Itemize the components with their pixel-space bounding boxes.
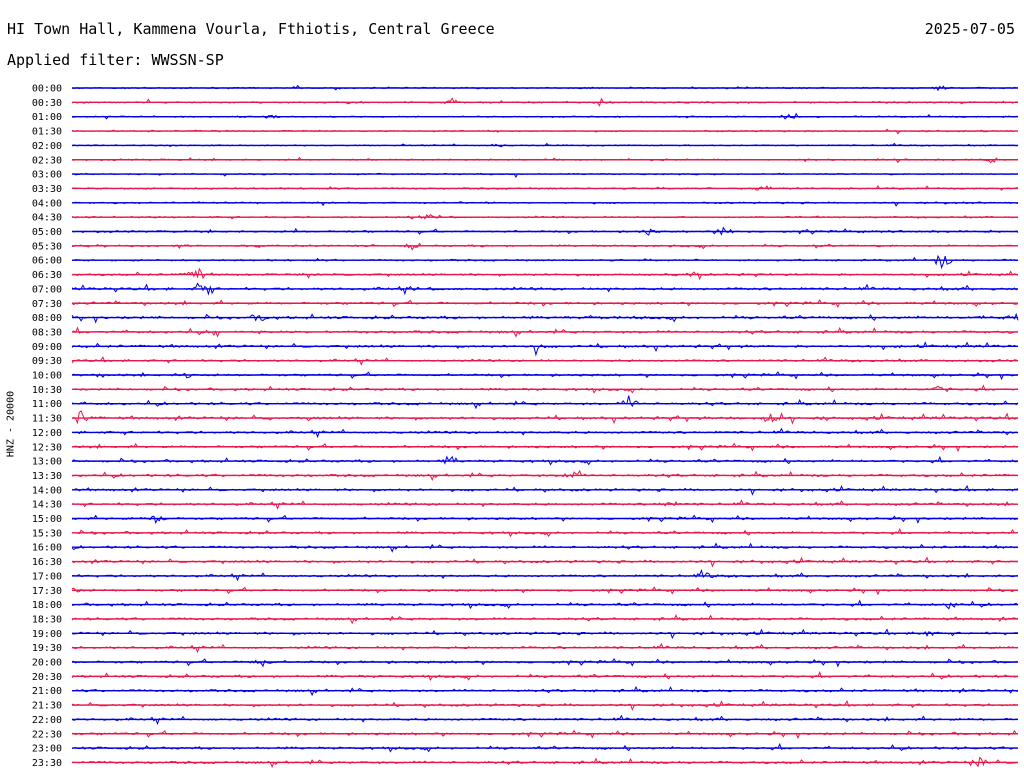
time-label: 12:30 <box>32 442 62 453</box>
time-label: 23:30 <box>32 758 62 769</box>
trace-line <box>71 410 1019 425</box>
time-label: 09:30 <box>32 356 62 367</box>
time-label: 06:00 <box>32 256 62 267</box>
time-label: 21:00 <box>32 686 62 697</box>
time-label: 22:00 <box>32 715 62 726</box>
time-label: 01:00 <box>32 112 62 123</box>
time-label: 01:30 <box>32 127 62 138</box>
time-label: 11:00 <box>32 399 62 410</box>
trace-line <box>71 242 1019 251</box>
time-label: 05:00 <box>32 227 62 238</box>
time-label: 02:00 <box>32 141 62 152</box>
time-label: 18:00 <box>32 600 62 611</box>
time-label: 19:30 <box>32 643 62 654</box>
time-label: 08:30 <box>32 327 62 338</box>
time-label: 07:00 <box>32 284 62 295</box>
time-label: 07:30 <box>32 299 62 310</box>
time-label: 13:00 <box>32 457 62 468</box>
time-label: 23:00 <box>32 744 62 755</box>
time-label: 17:00 <box>32 571 62 582</box>
time-label: 10:00 <box>32 371 62 382</box>
time-label: 15:30 <box>32 528 62 539</box>
time-label: 11:30 <box>32 414 62 425</box>
time-label: 04:00 <box>32 198 62 209</box>
time-label: 04:30 <box>32 213 62 224</box>
time-label: 02:30 <box>32 155 62 166</box>
time-label: 09:00 <box>32 342 62 353</box>
time-label: 06:30 <box>32 270 62 281</box>
filter-label: Applied filter: WWSSN-SP <box>7 51 224 69</box>
time-label: 14:00 <box>32 485 62 496</box>
time-label: 03:30 <box>32 184 62 195</box>
time-label: 08:00 <box>32 313 62 324</box>
time-label: 16:00 <box>32 543 62 554</box>
time-label: 03:00 <box>32 170 62 181</box>
trace-line <box>71 341 1019 357</box>
time-label: 15:00 <box>32 514 62 525</box>
time-label: 13:30 <box>32 471 62 482</box>
time-label: 20:00 <box>32 658 62 669</box>
time-label: 10:30 <box>32 385 62 396</box>
time-label: 22:30 <box>32 729 62 740</box>
station-title: HI Town Hall, Kammena Vourla, Fthiotis, … <box>7 20 495 38</box>
time-label: 00:30 <box>32 98 62 109</box>
time-label: 18:30 <box>32 614 62 625</box>
trace-line <box>71 395 1019 410</box>
date-label: 2025-07-05 <box>924 20 1015 38</box>
time-label: 20:30 <box>32 672 62 683</box>
time-label: 17:30 <box>32 586 62 597</box>
time-label: 16:30 <box>32 557 62 568</box>
time-label: 21:30 <box>32 701 62 712</box>
time-label: 14:30 <box>32 500 62 511</box>
time-label: 12:00 <box>32 428 62 439</box>
trace-line <box>71 254 1019 270</box>
time-label: 05:30 <box>32 241 62 252</box>
time-label: 19:00 <box>32 629 62 640</box>
time-label: 00:00 <box>32 84 62 95</box>
